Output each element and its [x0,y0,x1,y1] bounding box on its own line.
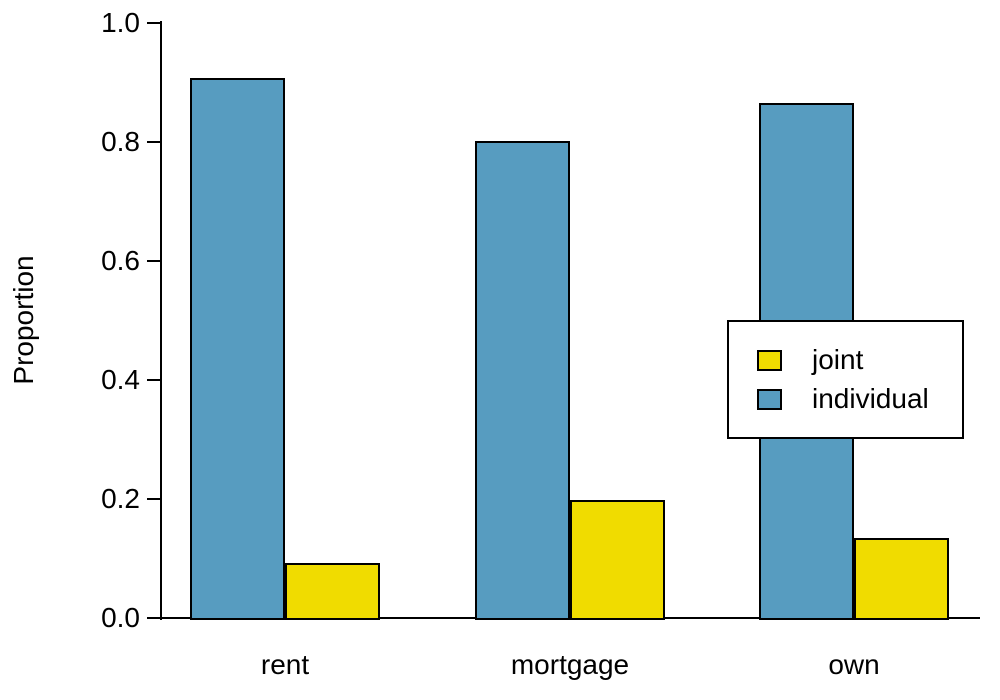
y-tick-mark-1.0 [147,22,161,24]
x-category-label-rent: rent [260,649,310,680]
y-tick-mark-0.4 [147,379,161,381]
bar-individual-mortgage [475,141,570,620]
y-tick-label-0.0: 0.0 [101,602,140,633]
bar-joint-mortgage [570,500,665,620]
y-tick-mark-0.2 [147,498,161,500]
y-axis-title: Proportion [8,255,39,385]
y-tick-label-0.6: 0.6 [101,245,140,276]
y-tick-mark-0.0 [147,617,161,619]
legend-box: joint individual [727,320,964,439]
y-tick-label-0.8: 0.8 [101,126,140,157]
y-tick-mark-0.6 [147,260,161,262]
legend-label-joint: joint [812,344,864,375]
y-tick-mark-0.8 [147,141,161,143]
y-tick-label-0.2: 0.2 [101,483,140,514]
legend-swatch-individual [757,388,782,410]
x-category-label-mortgage: mortgage [510,649,630,680]
legend-item-joint: joint [757,346,962,374]
y-tick-label-1.0: 1.0 [101,7,140,38]
bar-individual-rent [190,78,285,620]
legend-item-individual: individual [757,385,962,413]
x-category-label-own: own [828,649,880,680]
y-tick-label-0.4: 0.4 [101,364,140,395]
legend-swatch-joint [757,349,782,371]
y-axis-line [160,21,162,620]
bar-joint-own [854,538,949,620]
bar-joint-rent [285,563,380,620]
legend-label-individual: individual [812,383,929,414]
